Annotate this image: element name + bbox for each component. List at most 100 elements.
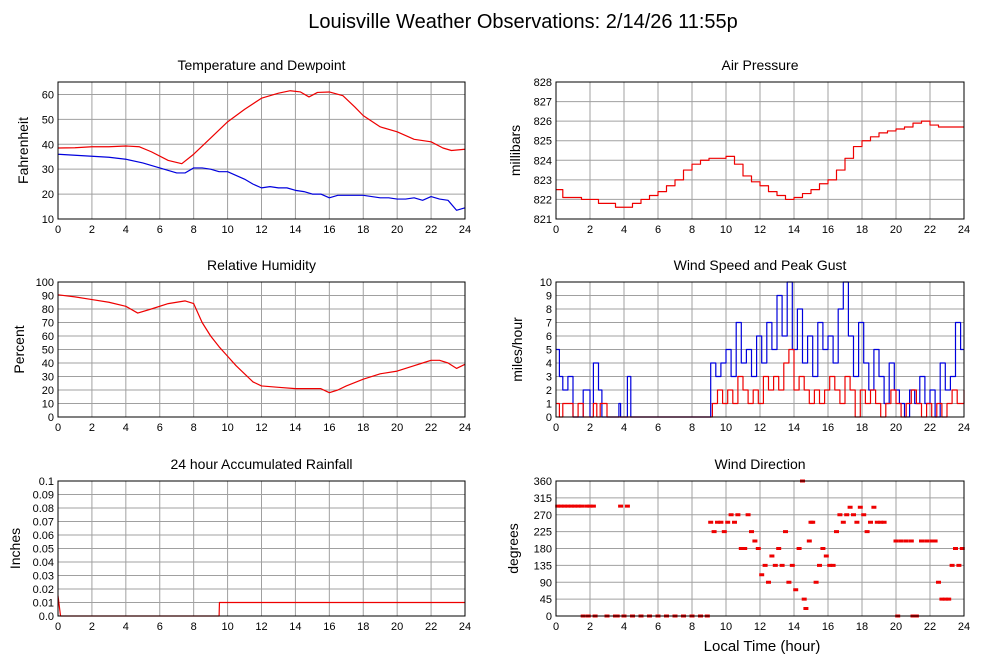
y-tick-label: 5 (546, 345, 552, 357)
data-point (735, 513, 741, 517)
x-tick-label: 10 (720, 621, 732, 633)
x-tick-label: 0 (55, 422, 61, 434)
x-tick-label: 14 (788, 621, 800, 633)
x-tick-label: 14 (289, 621, 301, 633)
x-tick-label: 20 (391, 621, 403, 633)
x-tick-label: 0 (553, 224, 559, 236)
x-tick-label: 12 (754, 422, 766, 434)
data-point (558, 504, 564, 508)
y-tick-label: 20 (42, 385, 54, 397)
data-point (618, 504, 624, 508)
x-tick-label: 18 (357, 224, 369, 236)
data-point (738, 547, 744, 550)
data-point (903, 539, 909, 543)
data-point (847, 505, 853, 509)
data-point (898, 539, 904, 543)
y-tick-label: 0.06 (33, 530, 54, 542)
x-tick-label: 2 (89, 224, 95, 236)
data-point (745, 513, 751, 517)
data-point (881, 520, 887, 524)
y-tick-label: 8 (546, 304, 552, 316)
data-point (874, 520, 880, 524)
x-tick-label: 0 (553, 422, 559, 434)
y-axis-label: millibars (507, 125, 523, 176)
plot-frame (57, 81, 466, 220)
y-tick-label: 270 (534, 510, 552, 522)
plot-frame (555, 480, 965, 617)
data-point (868, 520, 873, 524)
x-tick-label: 16 (323, 621, 335, 633)
data-point (796, 547, 802, 550)
data-point (878, 520, 884, 524)
data-point (732, 520, 737, 524)
data-point (718, 520, 724, 524)
x-tick-label: 8 (689, 621, 695, 633)
data-point (857, 505, 863, 509)
y-tick-label: 0.03 (33, 571, 54, 583)
data-point (936, 580, 941, 584)
y-tick-label: 40 (42, 139, 54, 151)
y-tick-label: 0.0 (39, 611, 54, 623)
x-tick-label: 24 (459, 422, 471, 434)
x-tick-label: 0 (55, 224, 61, 236)
data-point (579, 504, 584, 508)
data-point (725, 520, 731, 524)
data-point (924, 539, 930, 543)
y-tick-label: 0 (546, 412, 552, 424)
y-tick-label: 4 (546, 358, 552, 370)
series-line-blue (556, 281, 964, 418)
x-tick-label: 4 (621, 224, 627, 236)
plot-frame (555, 81, 965, 220)
x-tick-label: 18 (856, 422, 868, 434)
data-point (565, 504, 571, 508)
y-tick-label: 180 (534, 544, 552, 556)
y-tick-label: 90 (42, 291, 54, 303)
y-tick-label: 30 (42, 372, 54, 384)
y-tick-label: 827 (534, 97, 552, 109)
x-tick-label: 14 (289, 422, 301, 434)
x-tick-label: 0 (55, 621, 61, 633)
x-tick-label: 4 (621, 621, 627, 633)
data-point (820, 547, 826, 550)
x-tick-label: 12 (255, 422, 267, 434)
data-point (932, 539, 938, 543)
data-point (762, 563, 768, 567)
data-point (808, 520, 814, 524)
y-tick-label: 135 (534, 560, 552, 572)
data-point (813, 580, 819, 584)
y-tick-label: 825 (534, 136, 552, 148)
data-point (956, 563, 962, 567)
data-point (939, 597, 945, 601)
x-tick-label: 12 (754, 621, 766, 633)
data-point (942, 597, 948, 601)
data-point (721, 530, 727, 534)
y-tick-label: 10 (42, 214, 54, 226)
y-tick-label: 821 (534, 214, 552, 226)
x-tick-label: 18 (856, 621, 868, 633)
data-point (624, 504, 630, 508)
x-tick-label: 16 (323, 224, 335, 236)
x-axis-label: Local Time (hour) (704, 638, 821, 655)
data-point (728, 513, 734, 517)
y-axis-label: miles/hour (509, 317, 525, 382)
data-point (783, 530, 788, 534)
data-point (587, 504, 593, 508)
x-tick-label: 8 (689, 224, 695, 236)
x-tick-label: 4 (123, 224, 129, 236)
y-tick-label: 0 (48, 412, 54, 424)
x-tick-label: 8 (191, 621, 197, 633)
x-tick-label: 6 (157, 422, 163, 434)
data-point (851, 513, 856, 517)
x-tick-label: 8 (191, 422, 197, 434)
y-tick-label: 0.08 (33, 503, 54, 515)
y-tick-label: 9 (546, 291, 552, 303)
x-tick-label: 10 (221, 621, 233, 633)
x-tick-label: 14 (788, 422, 800, 434)
data-point (590, 504, 596, 508)
x-tick-label: 6 (655, 224, 661, 236)
